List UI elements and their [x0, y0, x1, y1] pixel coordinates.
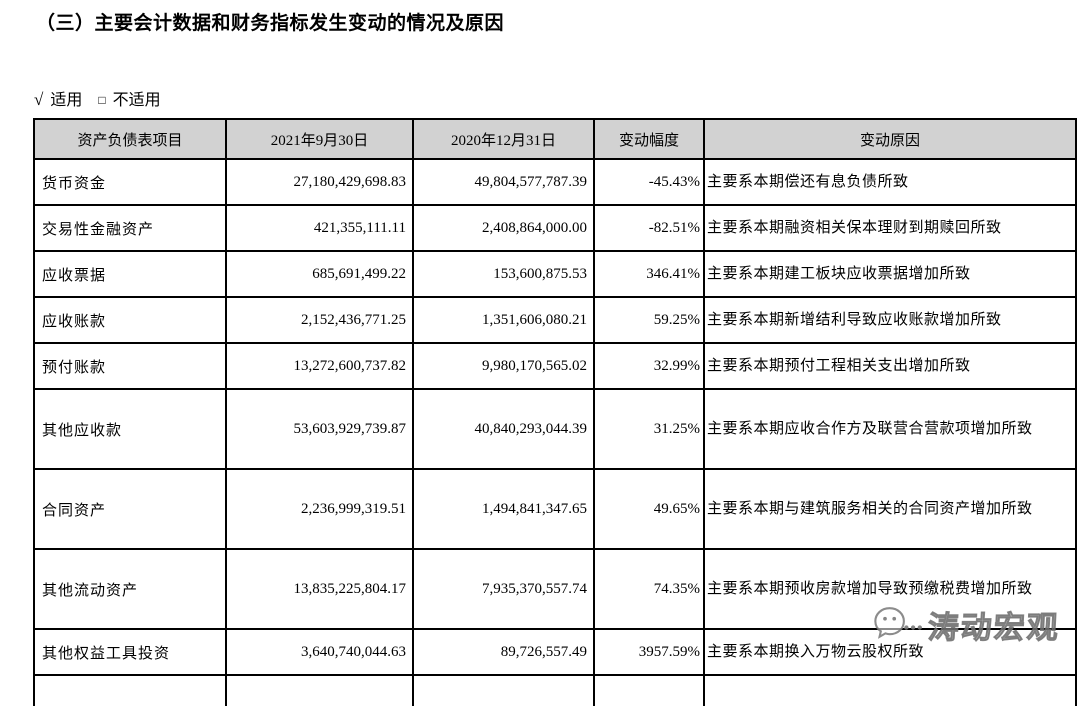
value-2020-cell: 9,980,170,565.02: [412, 342, 595, 390]
page-title: （三）主要会计数据和财务指标发生变动的情况及原因: [36, 13, 505, 34]
table-header-row: 资产负债表项目 2021年9月30日 2020年12月31日 变动幅度 变动原因: [33, 118, 1077, 160]
value-2020-cell: 89,726,557.49: [412, 628, 595, 676]
change-pct-cell: 32.99%: [593, 342, 705, 390]
value-2021-cell: 53,603,929,739.87: [225, 388, 414, 470]
reason-cell: 主要系本期应收合作方及联营合营款项增加所致: [703, 388, 1077, 470]
reason-cell: 主要系本期偿还有息负债所致: [703, 158, 1077, 206]
value-2020-cell: 2,408,864,000.00: [412, 204, 595, 252]
value-2020-cell: 1,494,841,347.65: [412, 468, 595, 550]
table-row: 应收票据 685,691,499.22 153,600,875.53 346.4…: [33, 250, 1077, 298]
value-2020-cell: 7,935,370,557.74: [412, 548, 595, 630]
change-pct-cell: 49.65%: [593, 468, 705, 550]
item-cell: 合同资产: [33, 468, 227, 550]
header-item: 资产负债表项目: [33, 118, 227, 160]
header-change: 变动幅度: [593, 118, 705, 160]
change-pct-cell: 346.41%: [593, 250, 705, 298]
table-row: 交易性金融资产 421,355,111.11 2,408,864,000.00 …: [33, 204, 1077, 252]
table-row-partial: [33, 674, 1077, 706]
change-pct-cell: 3957.59%: [593, 628, 705, 676]
check-mark-icon: √: [34, 90, 44, 109]
value-2021-cell: [225, 674, 414, 706]
item-cell: 交易性金融资产: [33, 204, 227, 252]
value-2021-cell: 2,236,999,319.51: [225, 468, 414, 550]
table-row: 其他权益工具投资 3,640,740,044.63 89,726,557.49 …: [33, 628, 1077, 676]
table-body: 货币资金 27,180,429,698.83 49,804,577,787.39…: [33, 158, 1077, 706]
applicable-label: 适用: [50, 92, 83, 109]
value-2021-cell: 13,272,600,737.82: [225, 342, 414, 390]
item-cell: 其他权益工具投资: [33, 628, 227, 676]
value-2021-cell: 421,355,111.11: [225, 204, 414, 252]
header-reason: 变动原因: [703, 118, 1077, 160]
reason-cell: 主要系本期建工板块应收票据增加所致: [703, 250, 1077, 298]
value-2021-cell: 2,152,436,771.25: [225, 296, 414, 344]
value-2020-cell: 153,600,875.53: [412, 250, 595, 298]
table-row: 货币资金 27,180,429,698.83 49,804,577,787.39…: [33, 158, 1077, 206]
value-2020-cell: 40,840,293,044.39: [412, 388, 595, 470]
change-pct-cell: 31.25%: [593, 388, 705, 470]
not-applicable-label: 不适用: [112, 92, 161, 109]
change-pct-cell: [593, 674, 705, 706]
value-2021-cell: 3,640,740,044.63: [225, 628, 414, 676]
value-2020-cell: [412, 674, 595, 706]
header-2020: 2020年12月31日: [412, 118, 595, 160]
empty-checkbox-icon: □: [98, 93, 106, 107]
item-cell: 应收票据: [33, 250, 227, 298]
value-2021-cell: 13,835,225,804.17: [225, 548, 414, 630]
table-row: 预付账款 13,272,600,737.82 9,980,170,565.02 …: [33, 342, 1077, 390]
item-cell: [33, 674, 227, 706]
reason-cell: 主要系本期预收房款增加导致预缴税费增加所致: [703, 548, 1077, 630]
reason-cell: 主要系本期换入万物云股权所致: [703, 628, 1077, 676]
reason-cell: 主要系本期与建筑服务相关的合同资产增加所致: [703, 468, 1077, 550]
value-2020-cell: 49,804,577,787.39: [412, 158, 595, 206]
item-cell: 货币资金: [33, 158, 227, 206]
item-cell: 其他流动资产: [33, 548, 227, 630]
table-row: 应收账款 2,152,436,771.25 1,351,606,080.21 5…: [33, 296, 1077, 344]
change-pct-cell: 59.25%: [593, 296, 705, 344]
table-row: 其他流动资产 13,835,225,804.17 7,935,370,557.7…: [33, 548, 1077, 630]
reason-cell: 主要系本期融资相关保本理财到期赎回所致: [703, 204, 1077, 252]
table-row: 合同资产 2,236,999,319.51 1,494,841,347.65 4…: [33, 468, 1077, 550]
applicability-line: √ 适用 □ 不适用: [34, 86, 161, 110]
header-2021: 2021年9月30日: [225, 118, 414, 160]
reason-cell: 主要系本期新增结利导致应收账款增加所致: [703, 296, 1077, 344]
item-cell: 其他应收款: [33, 388, 227, 470]
change-pct-cell: -45.43%: [593, 158, 705, 206]
balance-sheet-change-table: 资产负债表项目 2021年9月30日 2020年12月31日 变动幅度 变动原因…: [33, 118, 1077, 706]
value-2020-cell: 1,351,606,080.21: [412, 296, 595, 344]
item-cell: 应收账款: [33, 296, 227, 344]
reason-cell: 主要系本期预付工程相关支出增加所致: [703, 342, 1077, 390]
item-cell: 预付账款: [33, 342, 227, 390]
change-pct-cell: -82.51%: [593, 204, 705, 252]
reason-cell: [703, 674, 1077, 706]
value-2021-cell: 685,691,499.22: [225, 250, 414, 298]
table-row: 其他应收款 53,603,929,739.87 40,840,293,044.3…: [33, 388, 1077, 470]
value-2021-cell: 27,180,429,698.83: [225, 158, 414, 206]
change-pct-cell: 74.35%: [593, 548, 705, 630]
